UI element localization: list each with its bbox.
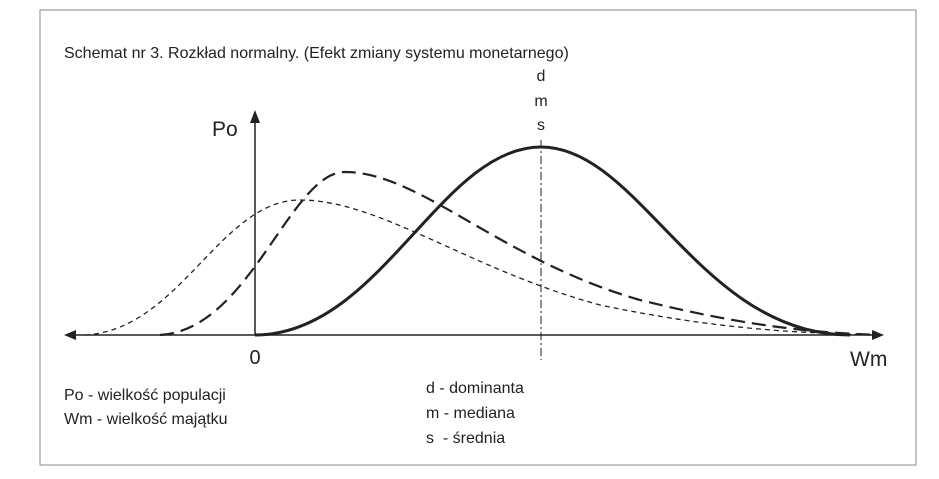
measure-item: m - mediana (426, 405, 515, 422)
curve-short-dash (84, 199, 881, 336)
marker-label: s (537, 117, 545, 134)
curve-long-dash (159, 170, 881, 337)
y-arrow (250, 110, 260, 123)
marker-label: d (537, 68, 546, 85)
title: Schemat nr 3. Rozkład normalny. (Efekt z… (64, 45, 569, 62)
legend-item: Po - wielkość populacji (64, 387, 226, 404)
origin-label: 0 (249, 347, 260, 369)
x-axis-label: Wm (850, 348, 887, 371)
marker-label: m (534, 93, 547, 110)
frame (39, 9, 917, 466)
measure-item: s - średnia (426, 430, 505, 447)
x-arrow-left (64, 330, 76, 340)
legend-item: Wm - wielkość majątku (64, 411, 228, 428)
measure-item: d - dominanta (426, 380, 524, 397)
y-axis-label: Po (212, 118, 238, 141)
curve-normal (254, 145, 851, 337)
